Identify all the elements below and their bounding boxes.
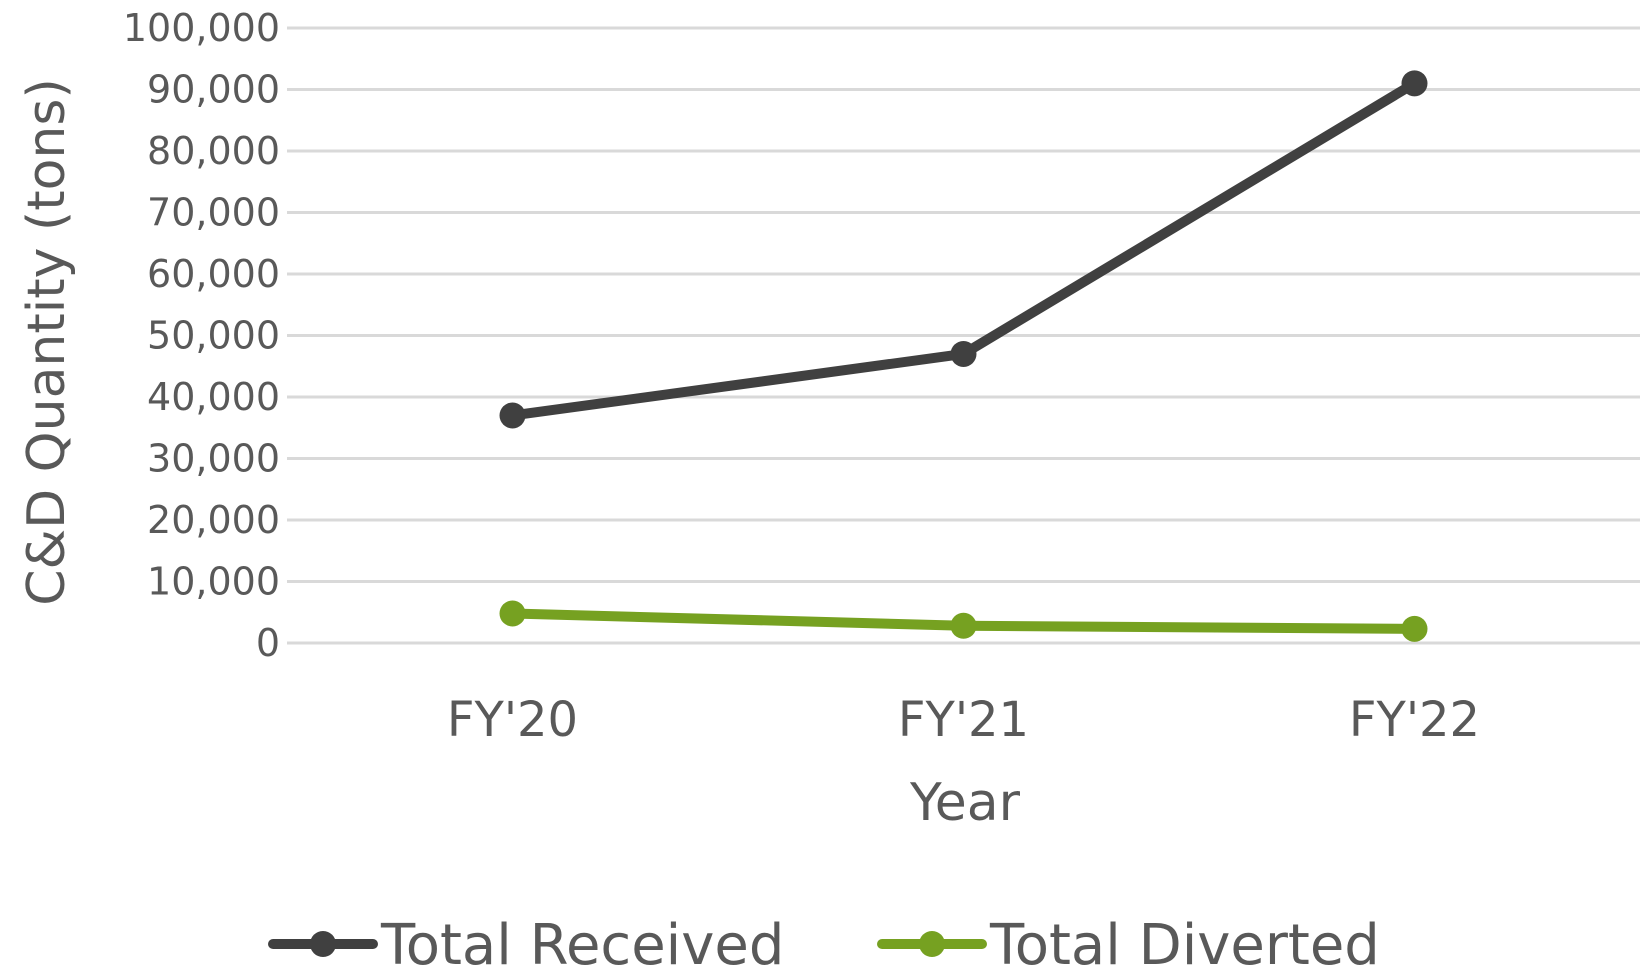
y-axis-title: C&D Quantity (tons) [17,78,77,606]
y-tick-label: 0 [256,621,280,665]
data-point [500,402,526,428]
series-total-received [500,70,1428,428]
x-tick-label: FY'22 [1349,692,1480,748]
series-lines [500,70,1428,642]
y-tick-label: 10,000 [147,560,280,604]
x-tick-label: FY'20 [447,692,578,748]
y-tick-label: 20,000 [147,498,280,542]
y-tick-label: 40,000 [147,375,280,419]
data-point [951,613,977,639]
x-axis-title: Year [909,773,1021,833]
data-point [951,341,977,367]
legend-marker-icon [310,931,336,957]
y-tick-label: 60,000 [147,252,280,296]
x-axis-ticks: FY'20 FY'21 FY'22 [447,692,1480,748]
legend-item: Total Received [273,913,784,969]
y-tick-label: 70,000 [147,191,280,235]
y-tick-label: 30,000 [147,437,280,481]
gridlines [287,28,1640,643]
data-point [1402,616,1428,642]
y-tick-label: 80,000 [147,129,280,173]
legend-label: Total Received [380,913,784,969]
legend-marker-icon [919,931,945,957]
y-tick-label: 100,000 [123,6,280,50]
legend: Total Received Total Diverted [273,913,1380,969]
y-tick-label: 90,000 [147,68,280,112]
legend-label: Total Diverted [989,913,1380,969]
x-tick-label: FY'21 [898,692,1029,748]
data-point [1402,70,1428,96]
legend-item: Total Diverted [882,913,1380,969]
y-axis-ticks: 0 10,000 20,000 30,000 40,000 50,000 60,000 70,… [123,6,280,665]
data-point [500,600,526,626]
series-total-diverted [500,600,1428,641]
y-tick-label: 50,000 [147,314,280,358]
